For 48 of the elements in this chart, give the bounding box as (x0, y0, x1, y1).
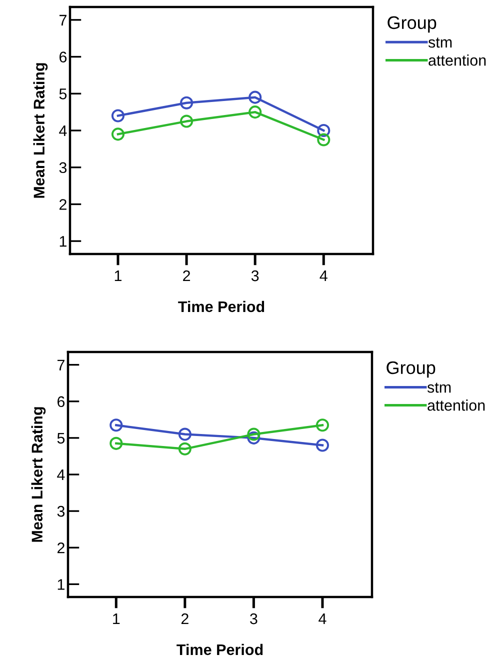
x-axis-title: Time Period (176, 644, 263, 656)
x-tick-label: 1 (114, 270, 122, 282)
x-tick-label: 3 (250, 613, 258, 624)
x-tick-label: 4 (318, 614, 326, 624)
point (317, 133, 330, 146)
point (110, 418, 123, 432)
point (247, 431, 260, 444)
point (111, 109, 125, 122)
x-tick-label: 3 (251, 270, 259, 282)
y-tick-label: 5 (59, 88, 67, 100)
y-tick-label: 1 (58, 579, 64, 590)
legend-label: stm (428, 38, 452, 48)
point (178, 442, 192, 456)
point (316, 418, 330, 432)
point (180, 96, 194, 110)
x-tick-label: 1 (113, 614, 120, 624)
legend-label: attention (428, 400, 485, 411)
point (316, 438, 330, 452)
point (248, 106, 262, 119)
x-tick-label: 4 (320, 270, 328, 282)
y-tick-label: 6 (58, 396, 65, 408)
x-axis-title: Time Period (178, 300, 264, 312)
point (247, 428, 260, 441)
y-axis-title: Mean Likert Rating (33, 63, 48, 198)
y-tick-label: 3 (57, 506, 65, 517)
point (111, 128, 125, 141)
y-tick-label: 1 (60, 236, 66, 247)
y-tick-label: 4 (57, 470, 65, 480)
y-tick-label: 2 (57, 542, 64, 554)
y-tick-label: 5 (57, 432, 65, 444)
x-tick-label: 2 (181, 613, 188, 624)
point (110, 436, 123, 450)
y-tick-label: 3 (59, 162, 67, 174)
y-axis-title: Mean Likert Rating (31, 407, 46, 542)
point (180, 114, 194, 128)
point (178, 428, 192, 441)
legend-label: stm (427, 382, 451, 393)
y-tick-label: 7 (58, 360, 64, 370)
point (248, 90, 262, 104)
legend-title: Group (388, 16, 436, 33)
point (317, 124, 330, 138)
y-tick-label: 4 (59, 126, 67, 136)
y-tick-label: 6 (60, 52, 67, 62)
legend-label: attention (428, 54, 486, 66)
y-tick-label: 2 (59, 199, 66, 210)
y-tick-label: 7 (60, 14, 66, 26)
x-tick-label: 2 (183, 270, 190, 282)
legend-title: Group (386, 361, 436, 378)
